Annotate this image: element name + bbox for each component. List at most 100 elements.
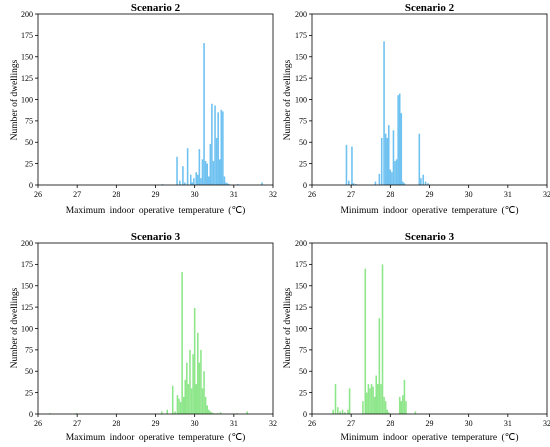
histogram-bar [184,379,187,414]
histogram-bar [215,137,218,185]
y-tick-label: 25 [299,388,307,397]
histogram-bar [378,318,381,414]
histogram-bar [206,405,208,414]
histogram-bar [217,112,219,185]
histogram-bar [392,130,395,185]
histogram-bar [203,43,205,185]
histogram-bar [355,184,357,185]
x-tick-label: 30 [191,419,199,428]
histogram-bar [198,362,201,414]
histogram-bar [391,172,393,185]
histogram-bar [347,409,349,414]
x-tick-label: 30 [465,419,473,428]
histogram-bar [400,113,403,185]
histogram-bar [197,174,199,185]
histogram-bar [386,137,388,185]
histogram-bar [366,392,368,415]
y-tick-label: 75 [25,117,33,126]
x-tick-label: 26 [34,190,42,199]
x-tick-label: 26 [308,190,316,199]
histogram-bar [211,103,213,185]
x-tick-label: 29 [426,190,434,199]
chart-title: Scenario 3 [405,231,455,243]
y-tick-label: 100 [21,324,33,333]
x-axis-label: Minimum indoor operative temperature (℃) [340,432,518,443]
histogram-bar [364,268,367,414]
histogram-bar [402,181,404,185]
histogram-bar [383,41,385,185]
histogram-bar [386,409,388,414]
histogram-bar [187,384,190,414]
histogram-bar [362,401,364,414]
y-tick-label: 25 [25,388,33,397]
histogram-bar [334,384,337,414]
x-tick-label: 32 [269,190,277,199]
chart-panel-4: Scenario 3 Number of dwellings Minimum i… [282,231,550,443]
histogram-bar [75,413,78,414]
histogram-bar [166,409,169,414]
y-tick-label: 125 [295,74,307,83]
histogram-bar [332,409,334,414]
y-tick-label: 50 [25,367,33,376]
histogram-bar [200,178,202,185]
x-axis-label: Minimum indoor operative temperature (℃) [340,205,518,216]
histogram-bar [367,384,370,414]
histogram-bar [418,133,421,185]
histogram-bar [193,307,196,414]
histogram-bar [182,166,184,185]
histogram-bar [377,384,379,414]
histogram-bar [222,111,224,185]
histogram-bar [380,384,382,414]
chart-title: Scenario 3 [131,231,181,243]
y-tick-label: 75 [299,117,307,126]
y-tick-label: 100 [21,95,33,104]
histogram-bar [352,183,355,185]
y-tick-label: 75 [25,346,33,355]
x-tick-label: 28 [386,190,394,199]
chart-panel-3: Scenario 3 Number of dwellings Maximum i… [9,231,277,443]
y-tick-label: 200 [21,10,33,19]
x-tick-label: 28 [112,190,120,199]
histogram-bar [403,379,406,414]
x-tick-label: 31 [504,190,512,199]
y-tick-label: 50 [25,138,33,147]
histogram-bar [374,181,377,185]
x-tick-label: 32 [269,419,277,428]
histogram-bar [398,396,401,414]
y-tick-label: 0 [303,410,307,419]
histogram-bar [204,396,207,414]
y-tick-label: 25 [299,159,307,168]
histogram-bar [181,272,183,414]
histogram-bar [178,398,180,414]
histogram-bar [351,146,353,185]
y-tick-label: 150 [295,282,307,291]
x-tick-label: 28 [386,419,394,428]
histogram-bar [261,182,263,185]
histogram-bar [212,161,215,185]
histogram-bar [200,349,202,415]
x-tick-label: 26 [34,419,42,428]
x-tick-label: 31 [230,419,238,428]
histogram-bar [211,412,213,414]
chart-title: Scenario 2 [405,2,455,14]
histogram-bar [339,411,341,414]
histogram-bar [206,163,208,186]
x-tick-label: 29 [152,190,160,199]
y-tick-label: 100 [295,95,307,104]
chart-title: Scenario 2 [131,2,181,14]
histogram-bar [397,95,399,185]
histogram-bar [189,349,191,415]
histogram-bar [387,125,390,185]
histogram-bar [195,384,198,414]
y-tick-label: 0 [303,181,307,190]
histogram-bar [369,388,371,414]
histogram-bar [171,385,174,414]
histogram-bar [387,412,390,414]
x-tick-label: 29 [152,419,160,428]
histogram-bar [398,93,401,185]
y-tick-label: 150 [21,53,33,62]
histogram-bar [236,184,239,185]
histogram-bar [389,169,392,185]
histogram-bar [207,176,210,185]
histogram-bar [228,184,230,185]
